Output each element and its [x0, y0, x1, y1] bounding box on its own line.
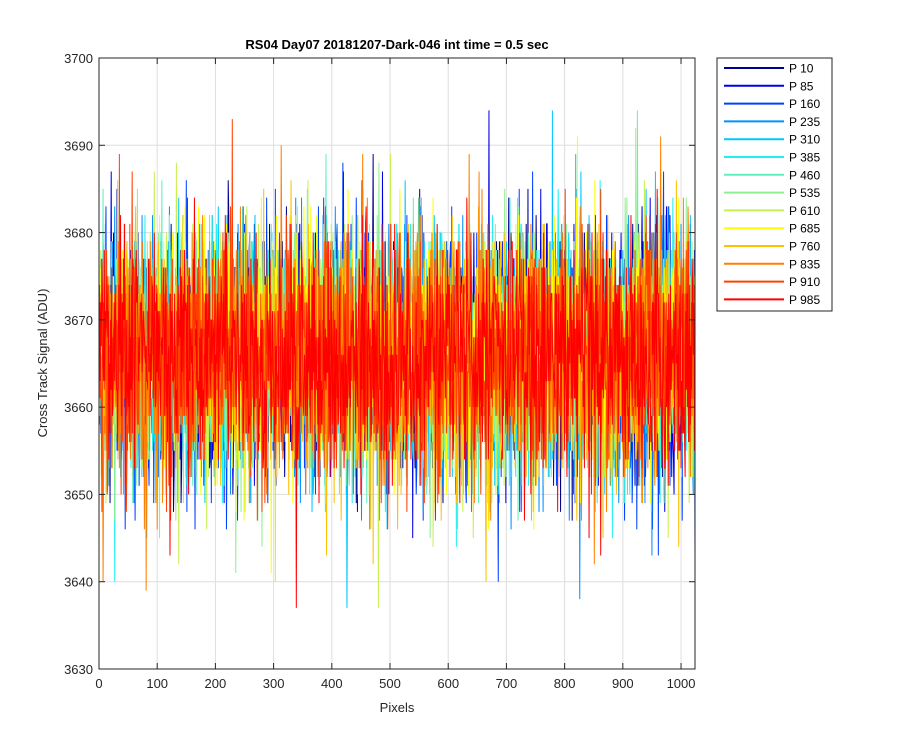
- x-tick-label: 200: [205, 676, 227, 691]
- chart-title: RS04 Day07 20181207-Dark-046 int time = …: [245, 37, 548, 52]
- legend-label: P 235: [789, 115, 820, 129]
- legend-label: P 610: [789, 204, 820, 218]
- x-tick-label: 600: [437, 676, 459, 691]
- series-layer: [99, 110, 695, 608]
- legend-box: [716, 57, 833, 312]
- legend-label: P 460: [789, 168, 820, 182]
- legend-label: P 685: [789, 222, 820, 236]
- x-tick-label: 700: [496, 676, 518, 691]
- x-tick-label: 1000: [667, 676, 696, 691]
- legend-label: P 835: [789, 257, 820, 271]
- legend-label: P 85: [789, 79, 814, 93]
- x-tick-label: 0: [95, 676, 102, 691]
- legend-label: P 760: [789, 240, 820, 254]
- legend-label: P 310: [789, 133, 820, 147]
- x-axis-label: Pixels: [380, 700, 415, 715]
- legend: P 10 P 85 P 160 P 235 P 310 P 385 P 460 P 535 P …: [716, 57, 833, 312]
- legend-label: P 985: [789, 293, 820, 307]
- y-tick-label: 3640: [64, 575, 93, 590]
- x-tick-label: 900: [612, 676, 634, 691]
- legend-label: P 910: [789, 275, 820, 289]
- y-axis-label: Cross Track Signal (ADU): [35, 289, 50, 438]
- y-tick-label: 3700: [64, 51, 93, 66]
- x-axis-ticks: 0 100 200 300 400 500 600 700 800 900 1000: [95, 58, 695, 691]
- x-tick-label: 400: [321, 676, 343, 691]
- y-tick-label: 3690: [64, 138, 93, 153]
- legend-label: P 160: [789, 97, 820, 111]
- legend-label: P 535: [789, 186, 820, 200]
- legend-label: P 10: [789, 62, 814, 76]
- y-axis-ticks: 3630 3640 3650 3660 3670 3680 3690 3700: [64, 51, 695, 677]
- y-tick-label: 3660: [64, 400, 93, 415]
- series-line-p-985: [99, 188, 695, 608]
- y-tick-label: 3650: [64, 487, 93, 502]
- y-tick-label: 3630: [64, 662, 93, 677]
- x-tick-label: 500: [379, 676, 401, 691]
- series-line-p-910: [99, 119, 695, 530]
- y-tick-label: 3680: [64, 226, 93, 241]
- y-tick-label: 3670: [64, 313, 93, 328]
- plot-frame: [98, 57, 696, 670]
- x-tick-label: 300: [263, 676, 285, 691]
- x-tick-label: 100: [146, 676, 168, 691]
- legend-label: P 385: [789, 151, 820, 165]
- x-tick-label: 800: [554, 676, 576, 691]
